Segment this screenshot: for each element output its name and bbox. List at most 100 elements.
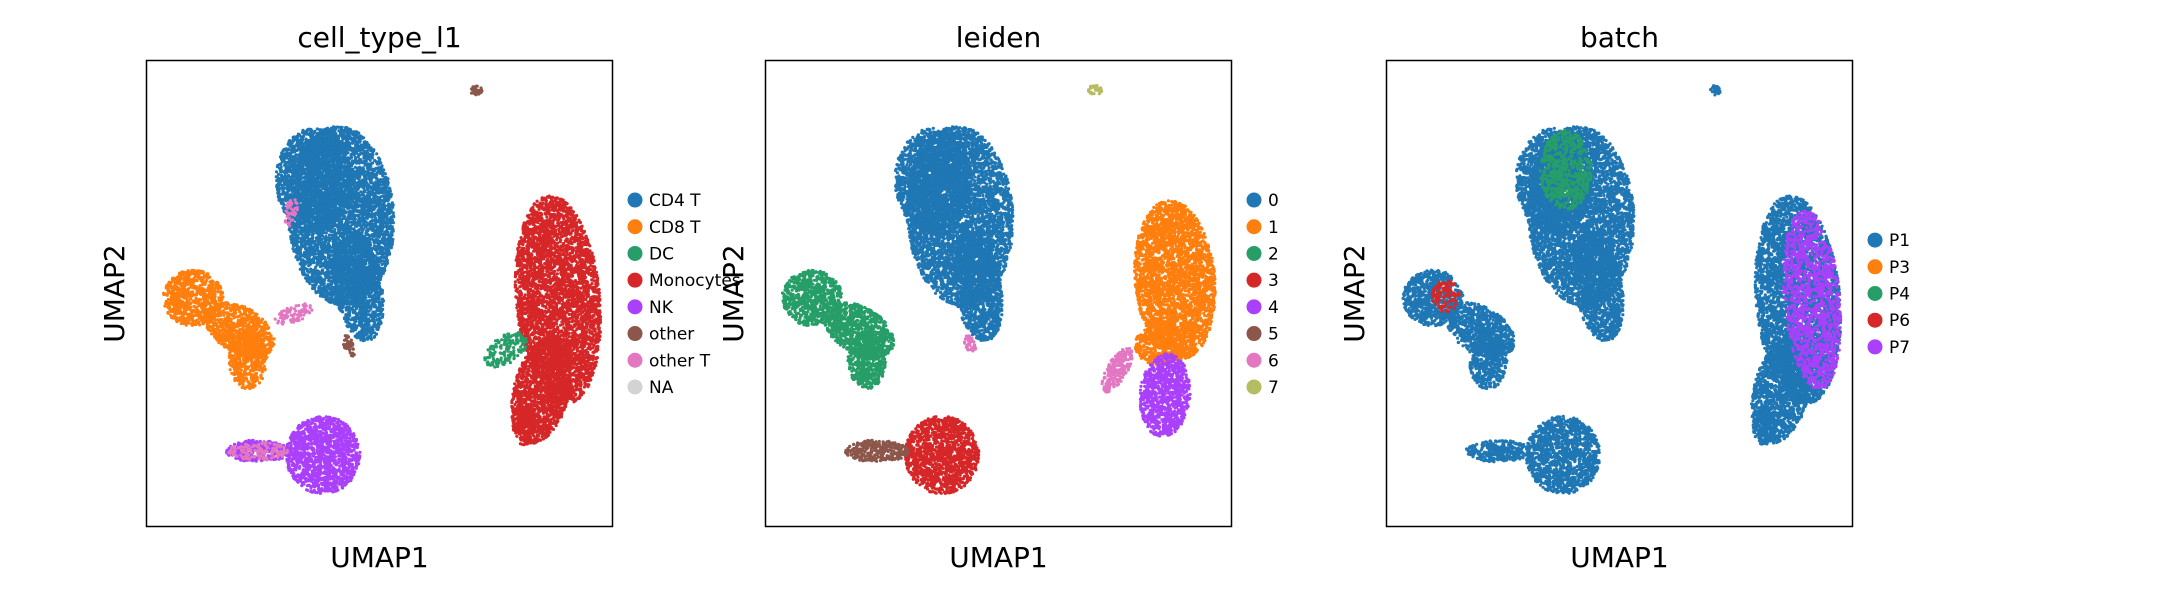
point-cd4-t: [371, 152, 375, 156]
plot-area: [145, 59, 614, 528]
point-cd4-t: [384, 256, 388, 260]
point-cd4-t: [372, 207, 376, 212]
point-cd4-t: [378, 260, 382, 264]
point-cd4-t: [367, 176, 372, 180]
point-cd4-t: [382, 266, 386, 270]
point-cd4-t: [291, 247, 295, 251]
point-cd4-t: [324, 265, 329, 269]
point-cd4-t: [347, 212, 351, 216]
point-cd4-t: [310, 238, 315, 242]
point-cd4-t: [371, 169, 375, 173]
point-cd4-t: [361, 167, 365, 171]
point-cd4-t: [388, 252, 392, 256]
point-cd4-t: [378, 171, 382, 175]
point-cd4-t: [296, 258, 300, 262]
point-cd4-t: [380, 211, 384, 215]
point-cd4-t: [301, 272, 305, 276]
point-cd4-t: [358, 158, 363, 162]
point-cd4-t: [306, 276, 310, 280]
point-cd4-t: [374, 205, 378, 209]
point-cd4-t: [321, 268, 325, 272]
point-cd4-t: [376, 256, 380, 260]
point-cd4-t: [366, 206, 370, 210]
point-cd4-t: [371, 224, 375, 228]
point-cd4-t: [303, 241, 308, 245]
point-cd4-t: [369, 148, 373, 153]
point-cd4-t: [318, 264, 322, 268]
point-cd4-t: [380, 239, 384, 243]
point-cd4-t: [362, 220, 366, 224]
point-cd4-t: [311, 284, 315, 288]
point-cd4-t: [370, 237, 374, 241]
point-cd4-t: [347, 141, 351, 146]
point-cd4-t: [390, 230, 394, 234]
point-cd4-t: [359, 225, 363, 229]
point-cd4-t: [364, 159, 368, 163]
point-cd4-t: [323, 272, 327, 276]
point-cd4-t: [391, 211, 395, 215]
point-cd4-t: [361, 198, 365, 203]
point-cd4-t: [360, 172, 365, 176]
point-cd4-t: [315, 261, 319, 265]
point-cd4-t: [370, 174, 374, 178]
point-cd4-t: [377, 186, 381, 190]
point-cd4-t: [344, 223, 348, 227]
point-cd4-t: [369, 234, 373, 238]
point-cd4-t: [292, 226, 296, 230]
point-cd4-t: [354, 142, 358, 146]
point-cd4-t: [390, 233, 394, 237]
point-cd4-t: [373, 223, 378, 227]
point-cd4-t: [314, 290, 318, 294]
point-cd4-t: [315, 237, 319, 241]
point-cd4-t: [385, 232, 389, 236]
point-cd4-t: [366, 156, 370, 161]
point-cd4-t: [304, 137, 308, 141]
point-cd4-t: [328, 258, 332, 262]
point-cd4-t: [365, 214, 369, 218]
point-cd4-t: [328, 276, 332, 280]
point-cd4-t: [359, 151, 363, 155]
point-cd4-t: [381, 222, 385, 226]
point-cd4-t: [351, 150, 355, 154]
point-cd4-t: [331, 236, 335, 240]
point-cd4-t: [310, 252, 315, 256]
point-cd4-t: [387, 211, 392, 216]
point-cd4-t: [319, 245, 323, 249]
point-cd4-t: [382, 197, 387, 201]
point-cd4-t: [346, 135, 350, 139]
point-cd4-t: [366, 236, 370, 240]
point-cd4-t: [389, 224, 393, 228]
point-cd4-t: [389, 245, 393, 249]
point-cd4-t: [333, 131, 337, 135]
point-cd4-t: [354, 175, 358, 179]
point-cd4-t: [354, 193, 358, 198]
point-cd4-t: [360, 179, 364, 183]
point-cd4-t: [365, 181, 369, 185]
point-cd4-t: [350, 155, 354, 159]
point-cd4-t: [358, 210, 362, 214]
point-cd4-t: [336, 236, 340, 240]
point-cd4-t: [321, 287, 325, 291]
point-cd4-t: [329, 291, 333, 295]
point-cd4-t: [375, 152, 379, 156]
point-cd4-t: [376, 178, 380, 182]
point-cd4-t: [363, 176, 367, 180]
point-cd4-t: [370, 191, 374, 196]
point-cd4-t: [376, 226, 381, 230]
point-cd4-t: [328, 246, 332, 250]
point-cd4-t: [354, 213, 358, 217]
point-cd4-t: [347, 131, 351, 135]
point-cd4-t: [385, 216, 389, 220]
point-cd4-t: [301, 264, 305, 268]
point-cd4-t: [323, 237, 327, 241]
point-cd4-t: [309, 267, 313, 271]
point-cd4-t: [379, 255, 383, 259]
point-cd4-t: [388, 195, 392, 199]
point-cd4-t: [317, 290, 321, 294]
point-cd4-t: [324, 250, 328, 254]
point-cd4-t: [292, 238, 296, 242]
point-cd4-t: [315, 247, 319, 251]
point-cd4-t: [305, 268, 309, 272]
point-cd4-t: [333, 228, 337, 232]
point-cd4-t: [338, 125, 342, 129]
